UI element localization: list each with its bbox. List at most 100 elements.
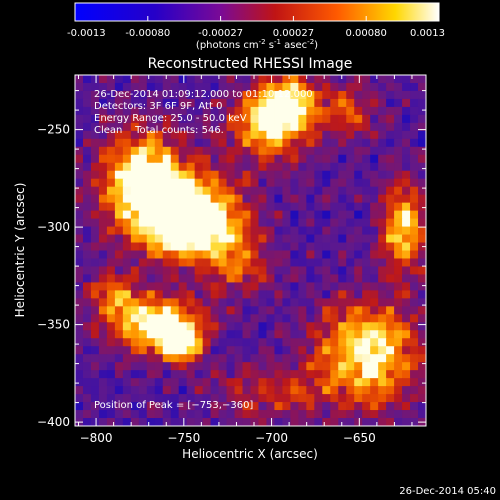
heatmap-cell [338, 82, 347, 92]
heatmap-cell [346, 354, 355, 363]
heatmap-cell [394, 314, 403, 323]
heatmap-cell [234, 154, 244, 164]
heatmap-cell [354, 354, 363, 363]
heatmap-cell [194, 250, 204, 260]
heatmap-cell [234, 362, 244, 371]
heatmap-cell [306, 98, 315, 108]
heatmap-cell [186, 130, 196, 140]
heatmap-cell [162, 98, 172, 108]
heatmap-cell [250, 98, 260, 108]
heatmap-cell [290, 122, 299, 132]
heatmap-cell [90, 138, 100, 148]
heatmap-cell [354, 378, 363, 387]
heatmap-cell [250, 242, 260, 252]
heatmap-cell [106, 266, 116, 276]
heatmap-cell [290, 378, 299, 387]
heatmap-cell [114, 322, 124, 331]
heatmap-cell [418, 202, 426, 212]
heatmap-cell [306, 338, 315, 347]
heatmap-cell [122, 346, 132, 355]
heatmap-cell [130, 306, 140, 315]
heatmap-cell [314, 90, 323, 100]
heatmap-cell [354, 250, 363, 260]
heatmap-cell [314, 170, 323, 180]
heatmap-cell [218, 362, 228, 371]
heatmap-cell [354, 386, 363, 395]
heatmap-cell [266, 378, 276, 387]
heatmap-cell [266, 314, 276, 323]
heatmap-cell [314, 402, 323, 411]
heatmap-cell [242, 418, 252, 426]
heatmap-cell [98, 114, 108, 124]
heatmap-cell [322, 418, 331, 426]
heatmap-cell [242, 138, 252, 148]
heatmap-cell [370, 258, 379, 268]
heatmap-cell [274, 266, 284, 276]
heatmap-cell [154, 418, 164, 426]
heatmap-cell [418, 75, 426, 84]
heatmap-cell [258, 418, 268, 426]
heatmap-cell [370, 282, 379, 291]
heatmap-cell [242, 266, 252, 276]
heatmap-cell [338, 378, 347, 387]
heatmap-cell [410, 306, 419, 315]
heatmap-cell [290, 194, 299, 204]
heatmap-cell [186, 274, 196, 284]
colorbar-gradient [75, 3, 439, 21]
heatmap-cell [282, 386, 291, 395]
heatmap-cell [210, 338, 220, 347]
heatmap-cell [154, 146, 164, 156]
heatmap-cell [258, 274, 268, 284]
heatmap-cell [178, 378, 188, 387]
heatmap-cell [258, 186, 268, 196]
heatmap-cell [330, 418, 339, 426]
heatmap-cell [322, 218, 331, 228]
heatmap-cell [322, 138, 331, 148]
heatmap-cell [362, 258, 371, 268]
heatmap-cell [250, 75, 260, 84]
heatmap-cell [114, 394, 124, 403]
heatmap-cell [186, 290, 196, 299]
heatmap-cell [75, 386, 84, 395]
heatmap-cell [346, 314, 355, 323]
heatmap-cell [242, 75, 252, 84]
heatmap-cell [362, 98, 371, 108]
heatmap-cell [338, 114, 347, 124]
heatmap-cell [75, 338, 84, 347]
heatmap-cell [90, 410, 100, 419]
heatmap-cell [170, 322, 180, 331]
heatmap-cell [178, 282, 188, 291]
heatmap-cell [106, 354, 116, 363]
heatmap-cell [82, 266, 92, 276]
heatmap-cell [82, 330, 92, 339]
heatmap-cell [306, 234, 315, 244]
heatmap-cell [402, 98, 411, 108]
peak-position-label: Position of Peak = [−753,−360] [94, 400, 253, 411]
heatmap-cell [82, 242, 92, 252]
heatmap-cell [394, 146, 403, 156]
heatmap-cell [322, 322, 331, 331]
heatmap-cell [402, 354, 411, 363]
heatmap-cell [250, 282, 260, 291]
heatmap-cell [154, 106, 164, 116]
heatmap-cell [114, 130, 124, 140]
heatmap-cell [410, 394, 419, 403]
heatmap-cell [418, 258, 426, 268]
heatmap-cell [370, 274, 379, 284]
heatmap-cell [226, 402, 236, 411]
heatmap-cell [202, 146, 212, 156]
heatmap-cell [202, 162, 212, 172]
heatmap-cell [378, 322, 387, 331]
heatmap-cell [354, 226, 363, 236]
heatmap-cell [314, 306, 323, 315]
heatmap-cell [146, 346, 156, 355]
heatmap-cell [210, 218, 220, 228]
heatmap-cell [82, 75, 92, 84]
heatmap-cell [130, 410, 140, 419]
heatmap-cell [314, 394, 323, 403]
heatmap-cell [378, 314, 387, 323]
heatmap-cell [170, 210, 180, 220]
heatmap-cell [122, 226, 132, 236]
heatmap-cell [130, 194, 140, 204]
